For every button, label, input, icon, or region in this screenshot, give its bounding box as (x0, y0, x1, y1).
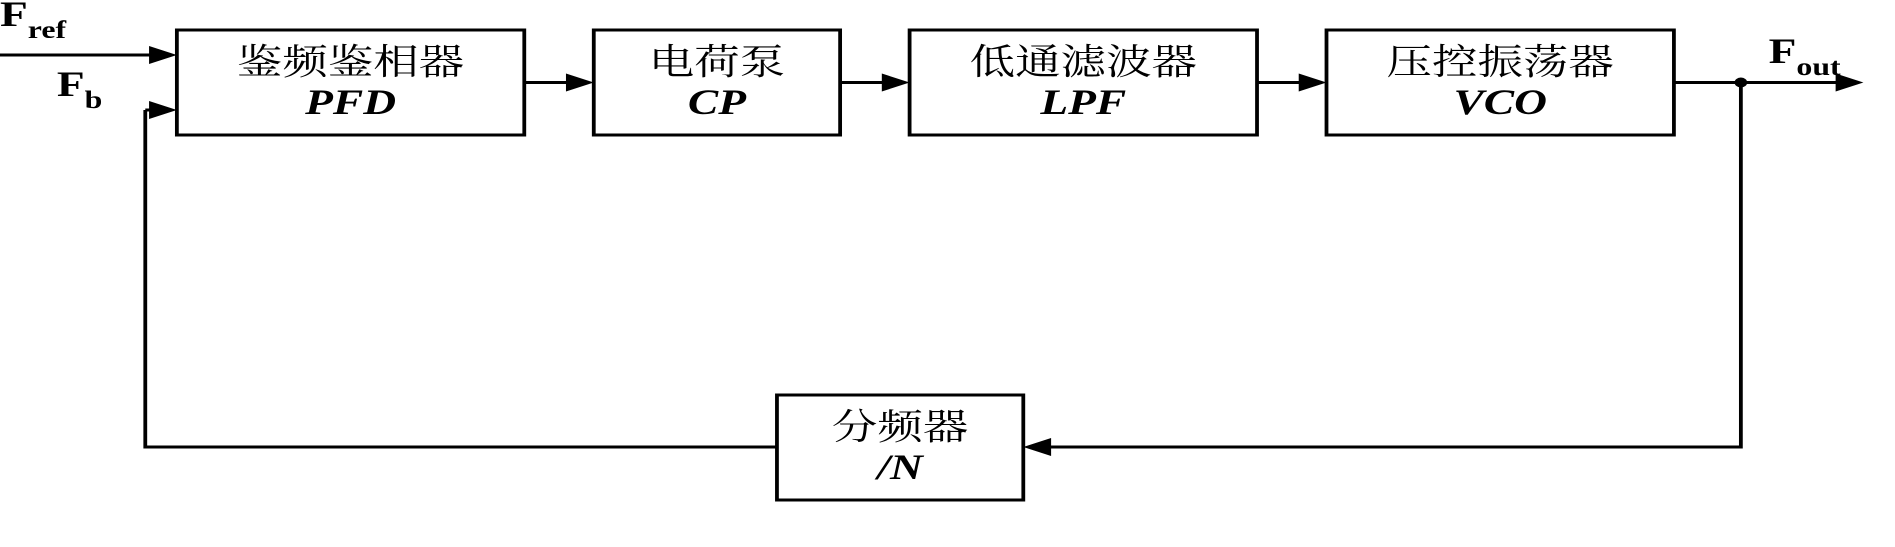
vco-block-label-en: VCO (1453, 81, 1546, 121)
signal-fb: Fb (57, 64, 102, 114)
feedback-return-line (145, 110, 777, 447)
lpf-block-label-en: LPF (1039, 81, 1126, 121)
div-block-label-cn: 分频器 (832, 398, 968, 450)
lpf-block-label-cn: 低通滤波器 (970, 33, 1197, 85)
div-block: 分频器/N (777, 395, 1023, 500)
lpf-block: 低通滤波器LPF (910, 30, 1257, 135)
cp-block-label-en: CP (688, 81, 747, 121)
div-block-label-en: /N (874, 446, 924, 486)
cp-block: 电荷泵CP (594, 30, 840, 135)
signal-fout: Fout (1769, 31, 1841, 81)
pfd-block-label-en: PFD (304, 81, 396, 121)
pfd-block-label-cn: 鉴频鉴相器 (237, 33, 464, 85)
vco-block: 压控振荡器VCO (1327, 30, 1674, 135)
pfd-block: 鉴频鉴相器PFD (177, 30, 524, 135)
cp-block-label-cn: 电荷泵 (649, 33, 785, 85)
signal-fref: Fref (0, 0, 67, 44)
vco-block-label-cn: 压控振荡器 (1387, 33, 1614, 85)
